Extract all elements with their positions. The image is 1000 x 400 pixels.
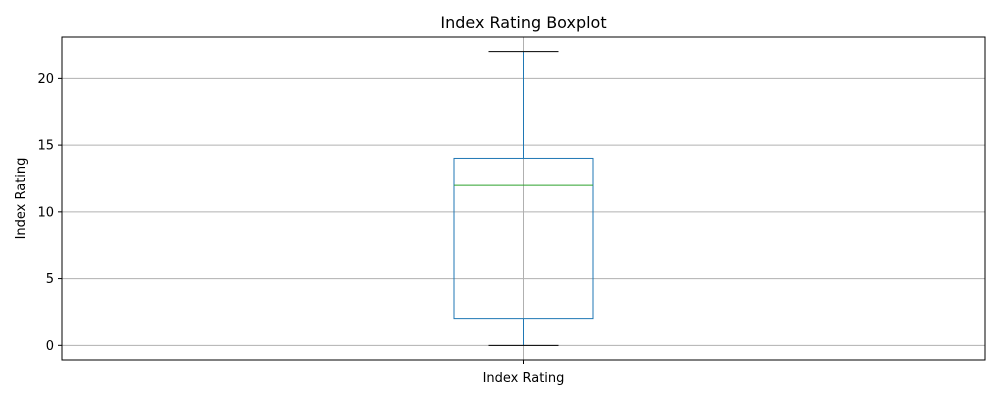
y-axis-label: Index Rating — [14, 158, 29, 240]
iqr-box — [453, 157, 594, 320]
chart-title: Index Rating Boxplot — [440, 13, 606, 32]
x-tick-label: Index Rating — [483, 371, 565, 386]
y-tick-label: 5 — [46, 272, 54, 287]
y-tick-label: 10 — [37, 205, 54, 220]
x-ticks: Index Rating — [483, 360, 565, 386]
y-tick-label: 20 — [37, 72, 54, 87]
y-tick-label: 15 — [37, 139, 54, 154]
y-tick-label: 0 — [46, 339, 54, 354]
box-layer — [453, 51, 594, 346]
y-ticks: 0 5 10 15 20 — [37, 72, 62, 354]
